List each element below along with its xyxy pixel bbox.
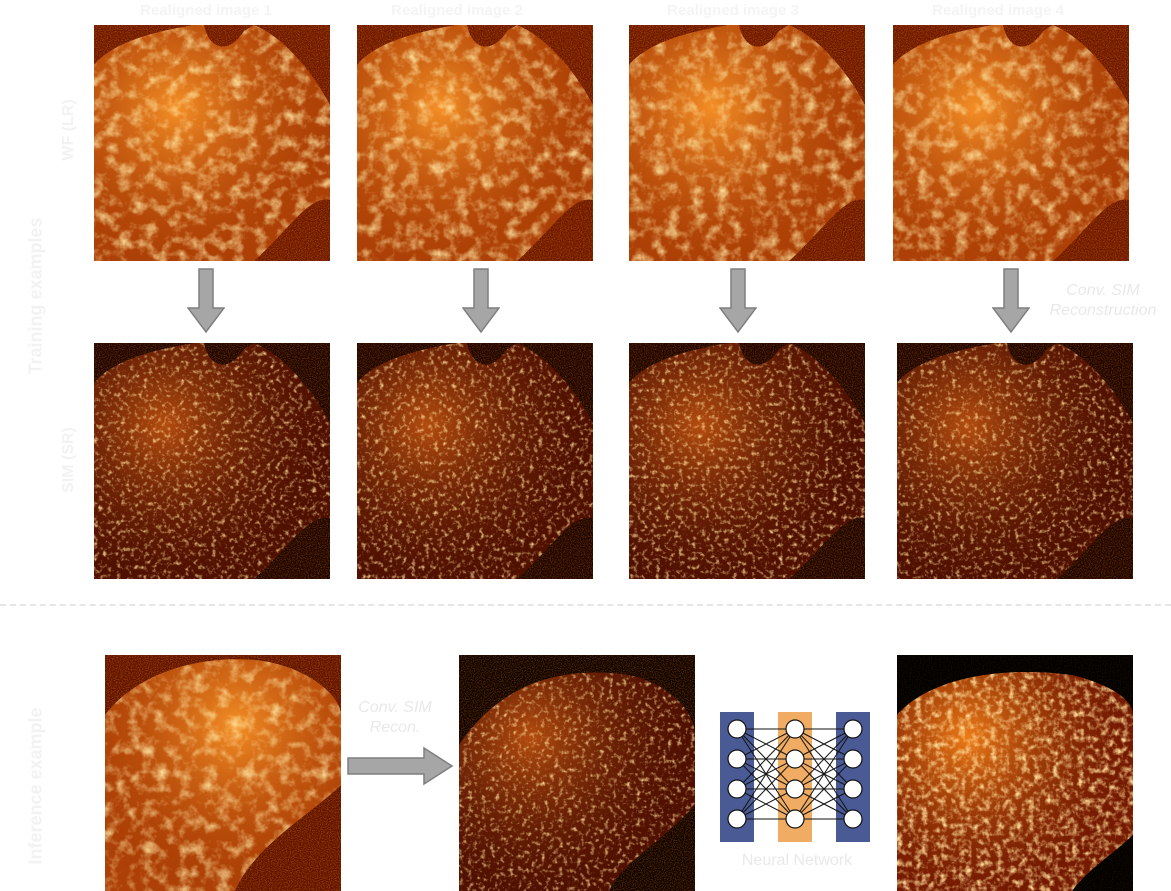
conv-sim-recon-line-2: Recon. — [369, 719, 421, 736]
conv-sim-recon-line-1: Conv. SIM — [358, 699, 432, 716]
sim-image-2 — [357, 343, 593, 579]
inference-wf-graphic — [105, 655, 341, 891]
inference-sim-image — [459, 655, 695, 891]
sim-image-3-graphic — [629, 343, 865, 579]
inference-sim-graphic — [459, 655, 695, 891]
inference-wf-image — [105, 655, 341, 891]
wf-image-3 — [629, 25, 865, 261]
conv-sim-note-line-2: Reconstruction — [1049, 302, 1157, 319]
sim-image-4 — [897, 343, 1133, 579]
wf-image-1-graphic — [94, 25, 330, 261]
column-title-1: Realigned image 1 — [140, 2, 272, 19]
sim-sr-label: SIM (SR) — [60, 427, 77, 493]
down-arrow-icon — [719, 268, 757, 334]
column-title-2: Realigned image 2 — [391, 2, 523, 19]
inference-output-image — [897, 655, 1133, 891]
sim-image-1 — [94, 343, 330, 579]
column-title-4: Realigned image 4 — [932, 2, 1064, 19]
sim-image-2-graphic — [357, 343, 593, 579]
conv-sim-recon-note: Conv. SIM Recon. — [340, 698, 450, 738]
conv-sim-reconstruction-note: Conv. SIM Reconstruction — [1038, 281, 1168, 321]
conv-sim-note-line-1: Conv. SIM — [1066, 282, 1140, 299]
wf-image-4 — [893, 25, 1129, 261]
column-title-3: Realigned image 3 — [667, 2, 799, 19]
sim-image-4-graphic — [897, 343, 1133, 579]
inference-example-label: Inference example — [25, 707, 46, 865]
wf-image-2-graphic — [357, 25, 593, 261]
inference-output-graphic — [897, 655, 1133, 891]
training-examples-label: Training examples — [25, 217, 46, 375]
wf-image-2 — [357, 25, 593, 261]
wf-image-4-graphic — [893, 25, 1129, 261]
down-arrow-icon — [187, 268, 225, 334]
wf-lr-label: WF (LR) — [60, 99, 77, 161]
down-arrow-icon — [992, 268, 1030, 334]
neural-network-caption: Neural Network — [741, 852, 853, 869]
neural-network-icon — [720, 712, 870, 842]
sim-image-3 — [629, 343, 865, 579]
wf-image-1 — [94, 25, 330, 261]
down-arrow-icon — [462, 268, 500, 334]
wf-image-3-graphic — [629, 25, 865, 261]
sim-image-1-graphic — [94, 343, 330, 579]
right-arrow-icon — [347, 746, 454, 786]
section-divider — [0, 604, 1171, 606]
